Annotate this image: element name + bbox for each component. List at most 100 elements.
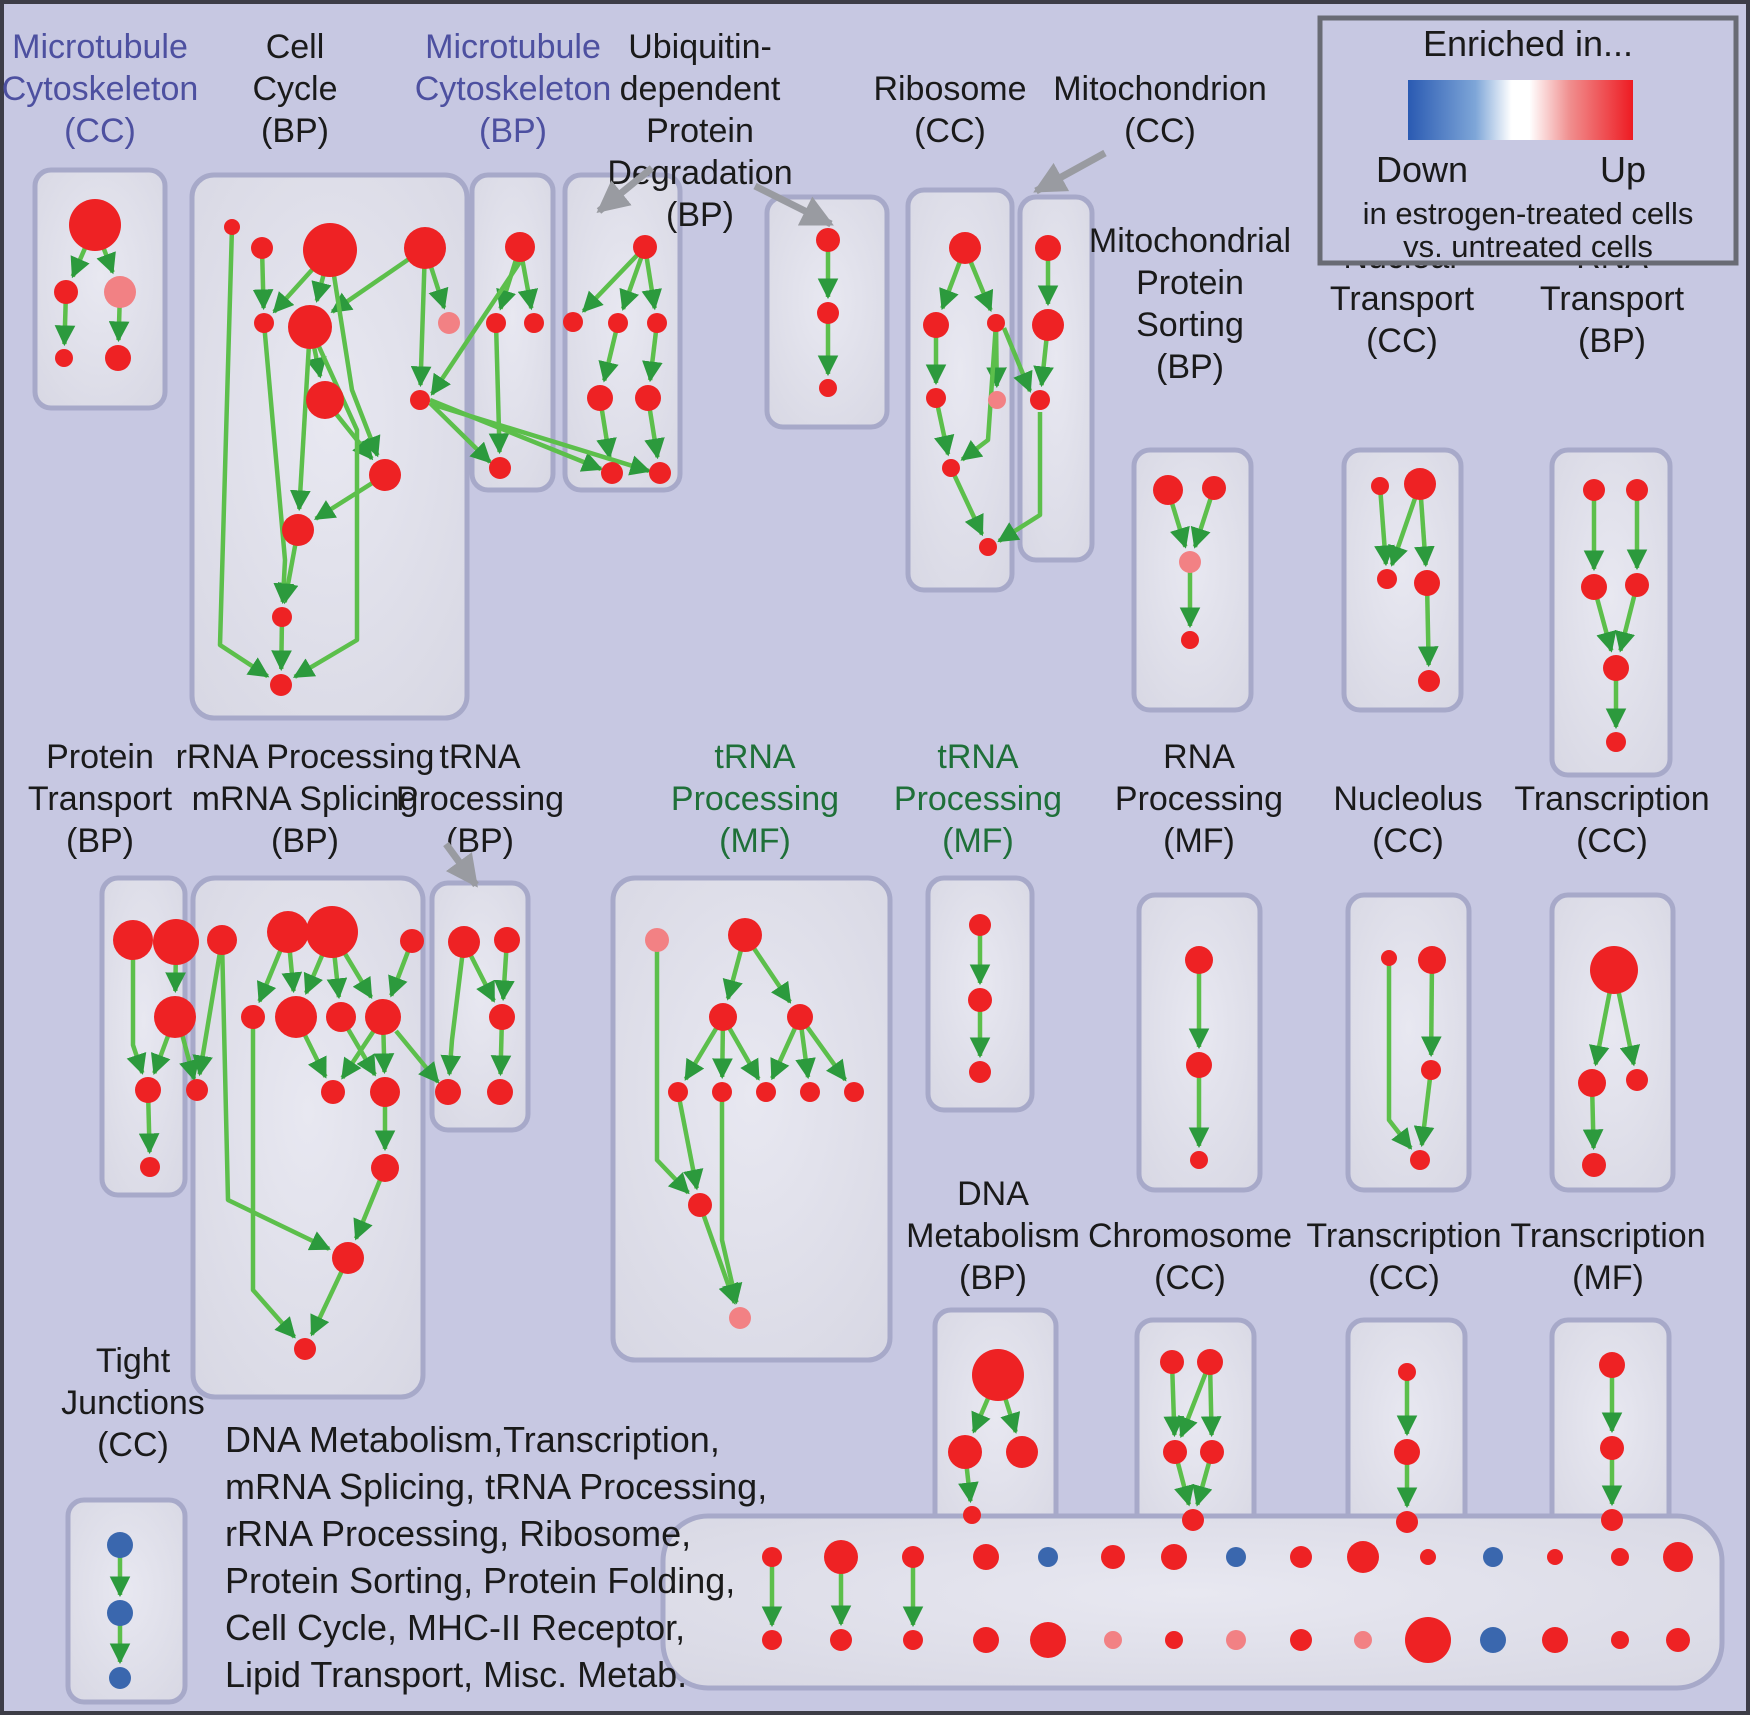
cluster-label-mitochondrial-protein-sorting-bp-line2: Sorting xyxy=(1136,306,1244,344)
gray-arrow-pointer-to-trna-bp-box xyxy=(443,841,479,888)
edge-cell-cycle-bp xyxy=(290,347,312,512)
layer-text: Microtubule Cytoskeleton (CC) Cell Cycle (BP)… xyxy=(2,15,1739,1695)
edge-microtubule-cytoskeleton-cc xyxy=(96,247,116,275)
node-red-ubiquitin-degradation-bp-left xyxy=(563,312,583,332)
edge-rrna-processing-mrna-splicing-bp xyxy=(250,1028,297,1339)
node-pink-misc-categories xyxy=(1104,1631,1122,1649)
node-pink-trna-processing-mf-large xyxy=(729,1307,751,1329)
node-red-dna-metabolism-bp xyxy=(948,1435,982,1469)
edge-cell-cycle-bp xyxy=(311,274,332,303)
node-red-cell-cycle-bp xyxy=(272,607,292,627)
cluster-label-microtubule-cytoskeleton-cc-line1: Cytoskeleton xyxy=(2,70,199,108)
edge-rrna-processing-mrna-splicing-bp xyxy=(309,1270,344,1337)
edge-cell-cycle-bp xyxy=(262,331,295,605)
edge-cell-cycle-bp xyxy=(331,275,381,458)
node-red-ubiquitin-degradation-bp-right xyxy=(816,228,840,252)
node-red-microtubule-cytoskeleton-bp xyxy=(505,232,535,262)
legend-title: Enriched in... xyxy=(1423,23,1633,64)
cross-edge-ribosome-to-mitochondrion xyxy=(1001,327,1033,393)
edge-trna-processing-bp xyxy=(440,956,465,1077)
cluster-label-nuclear-transport-cc-line1: Transport xyxy=(1330,280,1475,318)
node-red-rna-transport-bp xyxy=(1626,479,1648,501)
node-pink-misc-categories xyxy=(1354,1631,1372,1649)
edge-ubiquitin-degradation-bp-left xyxy=(641,257,662,311)
cluster-label-microtubule-cytoskeleton-bp-line2: (BP) xyxy=(479,112,547,150)
node-red-ubiquitin-degradation-bp-right xyxy=(817,302,839,324)
edge-chromosome-cc xyxy=(1174,1462,1195,1507)
node-blue-tight-junctions-cc xyxy=(109,1667,131,1689)
gray-arrow-pointer-to-ubiquitin-left-box xyxy=(596,165,655,214)
cross-edge-rrna-to-trna-bp xyxy=(394,1029,440,1084)
cluster-label-cell-cycle-bp-line0: Cell xyxy=(266,28,325,66)
node-red-protein-transport-bp xyxy=(135,1077,161,1103)
node-red-ubiquitin-degradation-bp-left xyxy=(601,462,623,484)
edge-trna-processing-mf-large xyxy=(719,1101,743,1305)
cluster-label-transcription-mf-line0: Transcription xyxy=(1510,1217,1705,1255)
edge-trna-processing-mf-large xyxy=(727,1027,761,1081)
edge-trna-processing-bp xyxy=(468,954,496,1003)
node-red-cell-cycle-bp xyxy=(410,390,430,410)
node-red-microtubule-cytoskeleton-cc xyxy=(105,345,131,371)
node-red-nucleolus-cc xyxy=(1418,946,1446,974)
node-red-rrna-processing-mrna-splicing-bp xyxy=(321,1080,345,1104)
node-red-protein-transport-bp xyxy=(113,920,153,960)
cluster-box-rna-transport-bp xyxy=(1549,447,1673,778)
edge-trna-processing-mf-large xyxy=(722,949,744,1001)
cluster-label-trna-processing-mf-large-line1: Processing xyxy=(671,780,839,818)
edge-cell-cycle-bp xyxy=(272,267,315,314)
edge-cell-cycle-bp xyxy=(217,233,270,679)
legend-up-label: Up xyxy=(1600,149,1646,190)
node-red-ribosome-cc xyxy=(926,388,946,408)
cluster-label-trna-processing-mf-small-line2: (MF) xyxy=(942,822,1014,860)
cluster-box-transcription-cc-top xyxy=(1549,892,1676,1193)
node-red-misc-categories xyxy=(1290,1629,1312,1651)
legend-down-label: Down xyxy=(1376,149,1468,190)
cluster-label-trna-processing-mf-small-line1: Processing xyxy=(894,780,1062,818)
edge-ubiquitin-degradation-bp-left xyxy=(596,409,617,460)
edge-rrna-processing-mrna-splicing-bp xyxy=(220,953,331,1251)
node-red-mitochondrial-protein-sorting-bp xyxy=(1181,631,1199,649)
cluster-label-trna-processing-bp-line1: Processing xyxy=(396,780,564,818)
node-red-transcription-cc-top xyxy=(1626,1069,1648,1091)
edge-ubiquitin-degradation-bp-left xyxy=(644,409,665,460)
node-red-misc-categories xyxy=(1347,1541,1379,1573)
edge-rna-transport-bp xyxy=(1614,595,1637,653)
node-red-trna-processing-bp xyxy=(435,1079,461,1105)
cluster-box-tight-junctions-cc xyxy=(65,1497,188,1705)
edge-trna-processing-mf-large xyxy=(805,1025,848,1082)
node-red-misc-categories xyxy=(762,1630,782,1650)
edge-trna-processing-mf-large xyxy=(752,947,792,1004)
cluster-box-dna-metabolism-bp xyxy=(932,1307,1059,1548)
edge-cell-cycle-bp xyxy=(428,266,449,310)
edge-chromosome-cc xyxy=(1200,1373,1222,1438)
node-red-rna-processing-mf xyxy=(1186,1052,1212,1078)
node-red-chromosome-cc xyxy=(1197,1349,1223,1375)
cluster-box-cell-cycle-bp xyxy=(189,172,470,721)
node-red-microtubule-cytoskeleton-bp xyxy=(486,313,506,333)
cluster-label-ubiquitin-degradation-bp-left-line3: Degradation xyxy=(607,154,792,192)
gray-arrow-pointer-to-mitochondrion-box xyxy=(1033,149,1107,195)
cross-edge-cell-cycle-to-ubiquitin-2 xyxy=(430,401,651,476)
edge-nucleolus-cc xyxy=(1413,1078,1435,1148)
edge-rrna-processing-mrna-splicing-bp xyxy=(303,954,325,995)
node-red-transcription-cc-top xyxy=(1578,1069,1606,1097)
text-block-line-1: mRNA Splicing, tRNA Processing, xyxy=(225,1466,767,1507)
edge-rrna-processing-mrna-splicing-bp xyxy=(256,949,283,1004)
cross-edge-mt-bp-to-cell-cycle xyxy=(430,260,522,396)
node-blue-tight-junctions-cc xyxy=(107,1532,133,1558)
cross-edge-mitochondrion-to-ribosome xyxy=(997,412,1043,543)
edge-transcription-cc-top xyxy=(1582,1095,1604,1151)
gray-arrow-pointer-to-ubiquitin-right-box xyxy=(753,182,834,228)
cluster-box-trna-processing-mf-large xyxy=(610,875,893,1363)
node-pink-microtubule-cytoskeleton-cc xyxy=(104,276,136,308)
node-red-dna-metabolism-bp xyxy=(972,1349,1024,1401)
legend-subtitle-2: vs. untreated cells xyxy=(1403,229,1653,264)
node-red-misc-categories xyxy=(1161,1544,1187,1570)
node-red-cell-cycle-bp xyxy=(369,459,401,491)
node-red-misc-categories xyxy=(973,1627,999,1653)
node-red-rrna-processing-mrna-splicing-bp xyxy=(294,1338,316,1360)
node-red-misc-categories xyxy=(1666,1628,1690,1652)
node-red-ubiquitin-degradation-bp-right xyxy=(819,379,837,397)
node-red-mitochondrial-protein-sorting-bp xyxy=(1202,476,1226,500)
